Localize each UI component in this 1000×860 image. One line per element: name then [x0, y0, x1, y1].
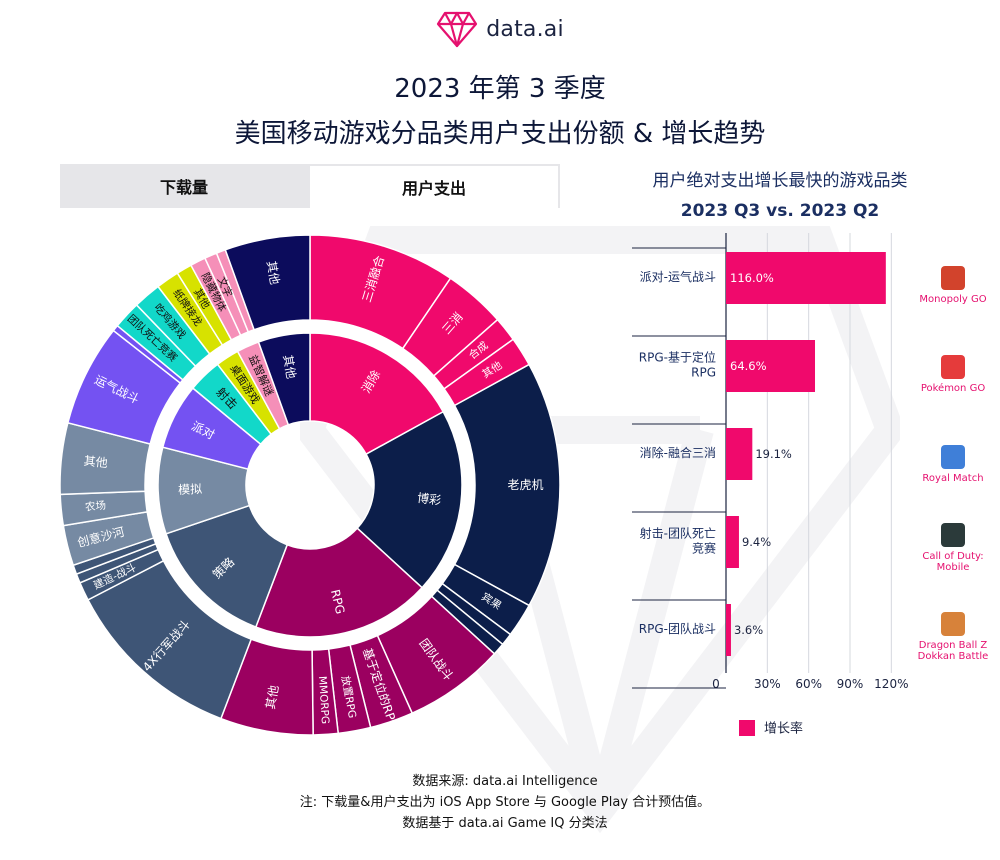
footer-notes: 数据来源: data.ai Intelligence 注: 下载量&用户支出为 … [0, 771, 1000, 834]
x-tick-label: 90% [837, 677, 864, 691]
tab-user-spend[interactable]: 用户支出 [308, 164, 560, 208]
game-name: Dragon Ball Z Dokkan Battle [917, 640, 989, 662]
x-tick-label: 60% [795, 677, 822, 691]
category-label: RPG-团队战斗 [639, 621, 716, 636]
pokemon-go-icon [941, 355, 965, 379]
inner-segment-label: RPG [328, 588, 347, 615]
royal-match-icon [941, 445, 965, 469]
game-item-royal-match: Royal Match [915, 445, 991, 484]
outer-segment [224, 234, 311, 331]
data-label: 3.6% [734, 623, 763, 637]
category-label: 射击-团队死亡 [640, 526, 716, 541]
game-name: Pokémon GO [920, 383, 986, 394]
outer-segment-label: MMORPG [316, 676, 331, 725]
data-label: 19.1% [755, 447, 792, 461]
tab-downloads[interactable]: 下载量 [159, 178, 208, 197]
footer-source: 数据来源: data.ai Intelligence [412, 774, 598, 789]
ring-gap [145, 320, 475, 650]
category-label: 消除-融合三消 [640, 445, 716, 460]
inner-segment-label: 模拟 [178, 482, 203, 497]
page-title-line2: 美国移动游戏分品类用户支出份额 & 增长趋势 [234, 119, 766, 149]
outer-segment-label: 农场 [84, 499, 106, 514]
game-name: Monopoly GO [919, 294, 987, 305]
x-tick-label: 30% [754, 677, 781, 691]
bar-chart-title-line1: 用户绝对支出增长最快的游戏品类 [652, 171, 908, 191]
inner-segment [165, 504, 289, 628]
data-label: 64.6% [730, 359, 767, 373]
game-item-call-of-duty: Call of Duty: Mobile [915, 523, 991, 573]
inner-segment-label: 博彩 [416, 490, 442, 508]
data-label: 116.0% [730, 271, 774, 285]
outer-segment-label: 老虎机 [507, 478, 543, 492]
x-tick-label: 120% [874, 677, 908, 691]
inner-segment [356, 410, 463, 589]
game-item-pokemon: Pokémon GO [915, 355, 991, 394]
game-item-monopoly: Monopoly GO [915, 266, 991, 305]
brand-name: data.ai [486, 16, 564, 42]
monopoly-go-icon [941, 266, 965, 290]
brand-logo: data.ai [436, 10, 564, 48]
outer-segment-label: 其他 [83, 454, 108, 470]
header: data.ai 2023 年第 3 季度 美国移动游戏分品类用户支出份额 & 增… [0, 10, 1000, 150]
category-label: 派对-运气战斗 [640, 269, 716, 284]
bar [726, 428, 753, 480]
game-name: Royal Match [922, 473, 984, 484]
footer-taxonomy: 数据基于 data.ai Game IQ 分类法 [402, 816, 608, 831]
bar [726, 516, 739, 568]
footer-note: 注: 下载量&用户支出为 iOS App Store 与 Google Play… [299, 795, 711, 810]
inner-segment-label: 其他 [280, 354, 298, 380]
call-of-duty-icon [941, 523, 965, 547]
metric-tabs: 下载量 用户支出 [60, 164, 560, 208]
diamond-logo-icon [437, 11, 478, 48]
category-label: RPG-基于定位 [639, 350, 716, 365]
bar-chart-title: 用户绝对支出增长最快的游戏品类 2023 Q3 vs. 2023 Q2 [610, 166, 950, 221]
inner-segment [309, 332, 445, 456]
bar-chart-title-line2: 2023 Q3 vs. 2023 Q2 [680, 201, 880, 221]
bar [726, 340, 816, 392]
x-tick-label: 0 [712, 677, 720, 691]
outer-segment-label: 其他 [263, 684, 281, 710]
outer-segment-label: 其他 [264, 260, 282, 286]
legend-swatch [739, 720, 755, 736]
legend-label: 增长率 [764, 721, 803, 737]
page-title-line1: 2023 年第 3 季度 [394, 74, 606, 104]
data-label: 9.4% [742, 535, 771, 549]
category-label: RPG [691, 366, 716, 380]
bar [726, 604, 731, 656]
dragon-ball-icon [941, 612, 965, 636]
game-name: Call of Duty: Mobile [922, 551, 984, 573]
category-label: 竞赛 [692, 541, 716, 556]
game-item-dragon-ball: Dragon Ball Z Dokkan Battle [915, 612, 991, 662]
bar [726, 252, 886, 304]
inner-segment [254, 527, 424, 638]
